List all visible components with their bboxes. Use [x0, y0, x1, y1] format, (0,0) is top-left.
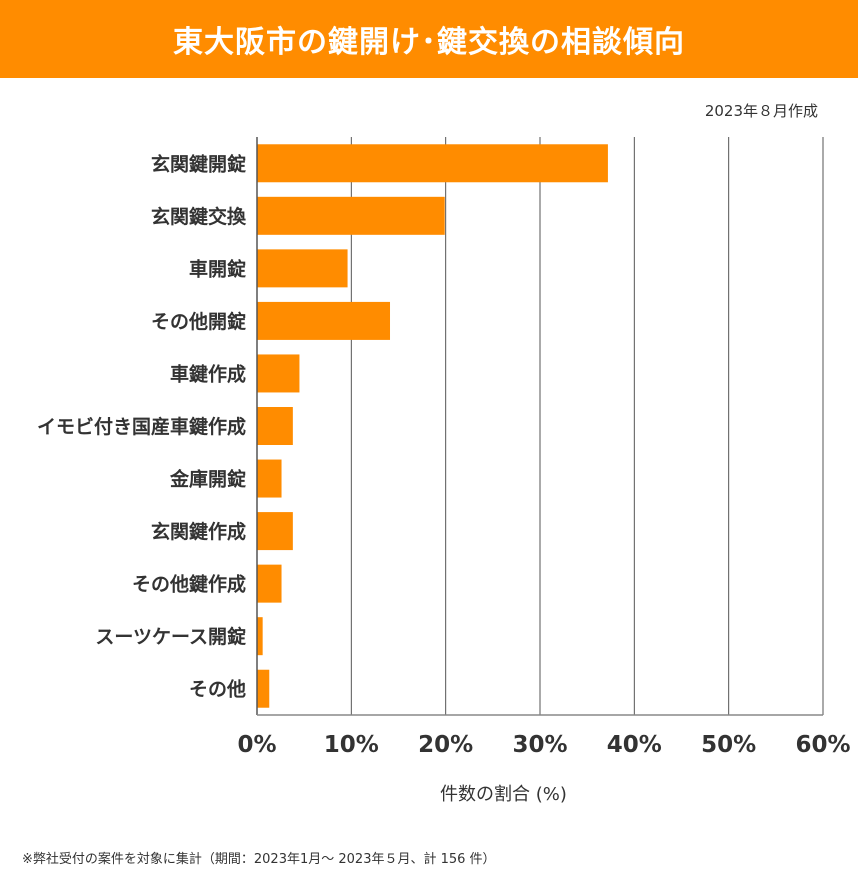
- bar: [257, 301, 391, 340]
- bar: [257, 512, 293, 551]
- category-label: 玄関鍵交換: [151, 205, 247, 228]
- x-tick-label: 50%: [701, 732, 756, 758]
- x-tick-label: 0%: [237, 732, 276, 758]
- bar: [257, 669, 270, 708]
- x-tick-label: 40%: [607, 732, 662, 758]
- category-label: その他: [189, 678, 246, 701]
- chart-title: 東大阪市の鍵開け･鍵交換の相談傾向: [173, 25, 685, 60]
- bar: [257, 249, 348, 288]
- bar: [257, 354, 300, 393]
- x-tick-label: 60%: [795, 732, 850, 758]
- category-label: イモビ付き国産車鍵作成: [37, 415, 246, 438]
- category-label: その他開錠: [151, 310, 246, 333]
- date-note: 2023年８月作成: [704, 102, 818, 120]
- bar: [257, 144, 608, 183]
- bar: [257, 407, 293, 445]
- x-tick-label: 30%: [512, 732, 567, 758]
- bar: [257, 564, 282, 603]
- bar: [257, 459, 282, 498]
- x-tick-label: 10%: [324, 732, 379, 758]
- category-label: 車鍵作成: [170, 362, 246, 385]
- x-tick-label: 20%: [418, 732, 473, 758]
- bar: [257, 617, 263, 656]
- footnote: ※弊社受付の案件を対象に集計（期間：2023年1月～ 2023年５月、計 156…: [22, 852, 496, 867]
- category-label: その他鍵作成: [132, 573, 246, 596]
- category-label: 玄関鍵作成: [151, 520, 246, 543]
- x-axis-label: 件数の割合 (%): [440, 784, 567, 805]
- category-label: 玄関鍵開錠: [151, 152, 246, 175]
- title-banner: 東大阪市の鍵開け･鍵交換の相談傾向: [0, 0, 858, 78]
- category-label: 金庫開錠: [169, 468, 246, 491]
- category-label: スーツケース開錠: [95, 625, 246, 648]
- category-label: 車開錠: [189, 257, 246, 280]
- bar: [257, 196, 445, 235]
